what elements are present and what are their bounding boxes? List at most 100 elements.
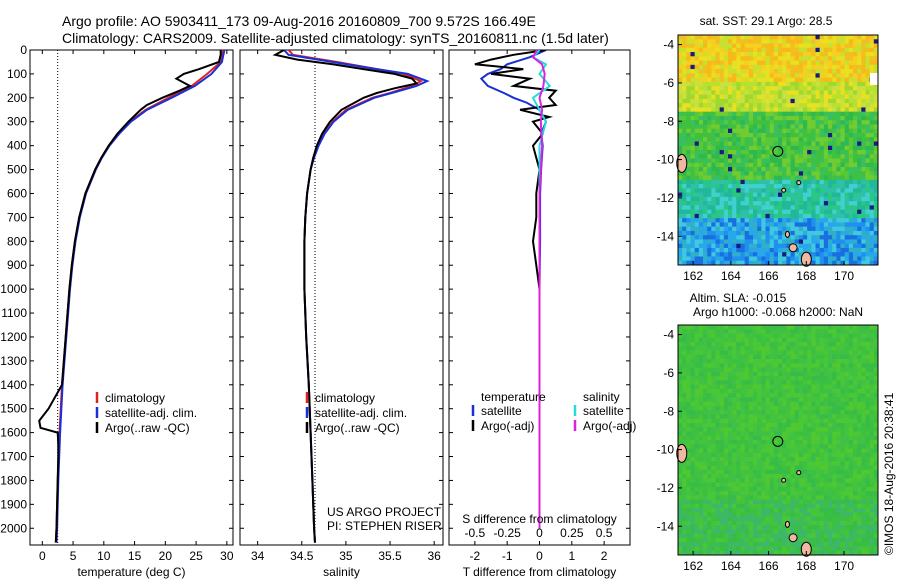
map-cell	[698, 405, 704, 411]
map-cell	[761, 141, 766, 147]
map-cell	[698, 243, 704, 249]
map-cell	[773, 115, 779, 121]
map-cell	[711, 440, 716, 445]
map-cell	[790, 196, 796, 202]
map-cell	[765, 440, 771, 445]
map-cell	[719, 222, 725, 228]
map-cell	[744, 132, 750, 138]
map-cell	[857, 427, 862, 432]
map-cell	[765, 132, 771, 138]
map-cell	[698, 56, 704, 61]
map-cell	[819, 205, 825, 211]
map-cell	[686, 86, 691, 91]
map-cell	[703, 35, 708, 40]
map-cell	[869, 137, 875, 142]
map-cell	[832, 111, 837, 117]
map-cell	[682, 235, 687, 240]
map-cell	[832, 482, 837, 488]
map-cell	[869, 482, 875, 488]
map-cell	[794, 457, 800, 462]
map-cell	[703, 69, 708, 74]
map-cell	[840, 329, 846, 334]
map-cell	[715, 167, 721, 172]
map-cell	[869, 107, 875, 113]
map-cell	[740, 235, 746, 240]
map-cell	[819, 354, 825, 360]
map-cell	[828, 77, 833, 83]
map-cell	[807, 499, 812, 505]
map-cell	[798, 384, 804, 390]
map-cell	[798, 56, 804, 61]
map-cell	[848, 167, 854, 172]
map-cell	[853, 192, 858, 198]
map-cell	[807, 491, 812, 496]
map-cell	[853, 333, 858, 339]
map-cell	[715, 115, 721, 121]
map-cell	[794, 448, 800, 454]
map-cell	[753, 175, 758, 181]
map-cell	[728, 39, 733, 44]
map-cell	[740, 56, 746, 61]
map-cell	[798, 508, 804, 513]
map-cell	[765, 427, 771, 432]
map-cell	[790, 401, 796, 407]
map-cell	[794, 115, 800, 121]
map-cell	[694, 401, 700, 407]
map-cell	[732, 226, 737, 232]
map-cell	[682, 77, 687, 83]
map-cell	[728, 333, 733, 339]
map-cell	[744, 393, 750, 398]
map-cell	[819, 184, 825, 189]
map-cell	[798, 371, 804, 377]
map-cell	[815, 154, 821, 159]
map-cell	[844, 226, 850, 232]
map-cell	[828, 427, 833, 432]
map-cell	[748, 43, 754, 49]
map-cell	[703, 376, 708, 381]
map-cell	[715, 35, 721, 40]
legend-label: climatology	[315, 391, 375, 405]
map-cell	[865, 132, 871, 138]
map-cell	[865, 35, 871, 40]
map-cell	[832, 478, 837, 483]
map-cell	[707, 418, 712, 424]
map-cell	[703, 427, 708, 432]
map-cell	[832, 431, 837, 437]
map-cell	[819, 384, 825, 390]
map-cell	[740, 252, 746, 257]
map-cell	[736, 478, 741, 483]
map-cell	[873, 205, 879, 211]
map-cell	[694, 86, 700, 91]
map-cell	[823, 427, 829, 432]
map-cell	[773, 329, 779, 334]
map-cell	[703, 243, 708, 249]
map-cell	[715, 448, 721, 454]
map-cell	[857, 98, 862, 104]
map-cell	[723, 354, 729, 360]
map-cell	[753, 393, 758, 398]
map-cell	[740, 444, 746, 449]
map-cell	[682, 482, 687, 488]
map-cell	[815, 380, 821, 386]
map-cell	[823, 115, 829, 121]
map-cell	[698, 154, 704, 159]
map-cell	[686, 397, 691, 403]
map-cell	[769, 431, 775, 437]
map-cell	[769, 69, 775, 74]
map-cell	[703, 252, 708, 257]
map-cell	[832, 256, 837, 262]
map-cell	[728, 337, 733, 343]
map-cell	[873, 380, 879, 386]
map-cell	[765, 342, 771, 347]
map-cell	[823, 461, 829, 466]
map-cell	[811, 175, 816, 181]
map-cell	[869, 192, 875, 198]
map-cell	[811, 209, 816, 215]
map-cell	[803, 179, 808, 185]
map-cell	[873, 209, 879, 215]
map-cell	[753, 222, 758, 228]
map-cell	[728, 111, 733, 117]
map-cell	[844, 461, 850, 466]
map-cell	[828, 452, 833, 458]
map-cell	[803, 56, 808, 61]
